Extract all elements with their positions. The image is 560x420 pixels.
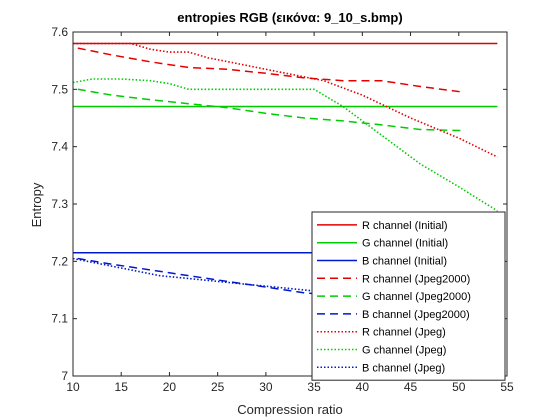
legend-label: G channel (Jpeg2000) (362, 291, 471, 303)
x-tick-label: 50 (452, 380, 466, 394)
x-tick-label: 25 (211, 380, 225, 394)
ticks-layer: 10 15 20 25 30 35 40 45 50 55 7 7.1 7.2 7.3 7.4 7.5 7.6 (51, 25, 514, 394)
x-tick-label: 15 (115, 380, 129, 394)
x-tick-label: 10 (66, 380, 80, 394)
y-tick-label: 7 (61, 369, 68, 383)
x-tick-label: 45 (404, 380, 418, 394)
legend-label: G channel (Jpeg) (362, 345, 446, 357)
legend-label: B channel (Jpeg) (362, 362, 445, 374)
legend-label: R channel (Initial) (362, 220, 448, 232)
x-tick-label: 35 (307, 380, 321, 394)
y-tick-label: 7.4 (51, 140, 68, 154)
legend-label: G channel (Initial) (362, 238, 448, 250)
x-tick-label: 20 (163, 380, 177, 394)
chart-title: entropies RGB (εικόνα: 9_10_s.bmp) (177, 10, 402, 25)
legend-label: B channel (Jpeg2000) (362, 309, 470, 321)
y-tick-label: 7.6 (51, 25, 68, 39)
x-tick-label: 55 (500, 380, 514, 394)
series-line-8 (72, 78, 498, 212)
legend-label: R channel (Jpeg) (362, 327, 446, 339)
series-line-4 (77, 47, 464, 93)
series-line-5 (77, 88, 464, 132)
y-tick-label: 7.1 (51, 312, 68, 326)
y-tick-label: 7.2 (51, 254, 68, 268)
x-tick-label: 40 (356, 380, 370, 394)
legend: R channel (Initial) G channel (Initial) B … (311, 211, 506, 381)
legend-label: R channel (Jpeg2000) (362, 273, 470, 285)
y-axis-label: Entropy (29, 182, 44, 227)
y-tick-label: 7.3 (51, 197, 68, 211)
legend-label: B channel (Initial) (362, 256, 447, 268)
y-tick-label: 7.5 (51, 82, 68, 96)
x-axis-label: Compression ratio (237, 402, 343, 417)
x-tick-label: 30 (259, 380, 273, 394)
